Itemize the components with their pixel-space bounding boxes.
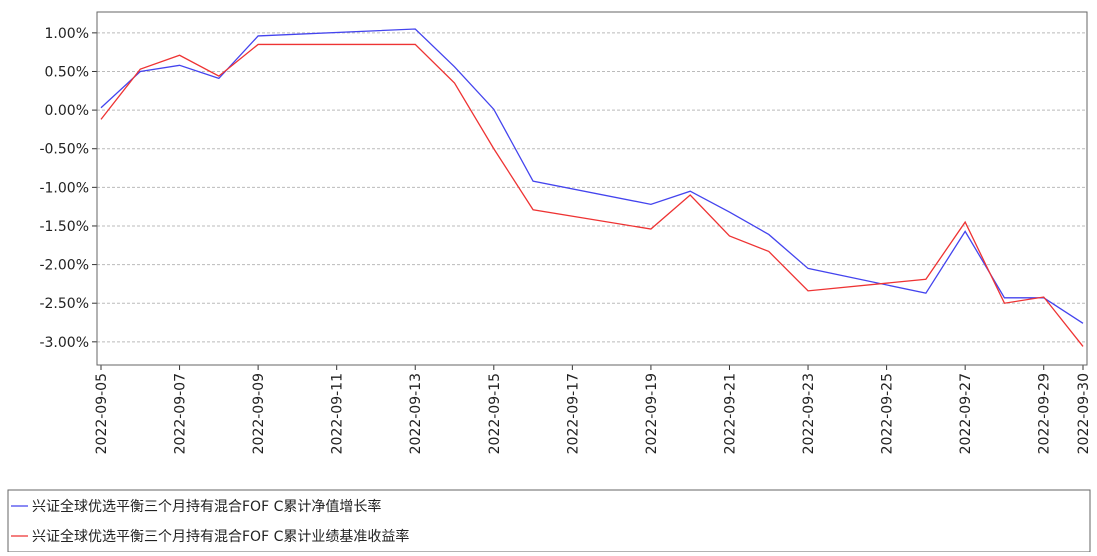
x-tick-label: 2022-09-19 [644, 373, 660, 454]
y-tick-label: -1.50% [39, 219, 89, 235]
x-tick-label: 2022-09-17 [565, 373, 581, 454]
x-tick-label: 2022-09-29 [1037, 373, 1053, 454]
x-tick-label: 2022-09-27 [958, 373, 974, 454]
legend-label: 兴证全球优选平衡三个月持有混合FOF C累计净值增长率 [32, 498, 381, 515]
x-tick-label: 2022-09-09 [251, 373, 267, 454]
x-tick-label: 2022-09-15 [487, 373, 503, 454]
y-tick-label: -2.00% [39, 258, 89, 274]
legend-label: 兴证全球优选平衡三个月持有混合FOF C累计业绩基准收益率 [32, 528, 409, 545]
x-tick-label: 2022-09-05 [94, 373, 110, 454]
x-tick-label: 2022-09-07 [173, 373, 189, 454]
x-tick-label: 2022-09-23 [801, 373, 817, 454]
y-tick-label: -3.00% [39, 335, 89, 351]
y-tick-label: 1.00% [45, 26, 89, 42]
series-line [100, 43, 1084, 347]
x-tick-label: 2022-09-21 [722, 373, 738, 454]
series-line [100, 28, 1084, 324]
x-tick-label: 2022-09-13 [408, 373, 424, 454]
y-tick-label: -1.00% [39, 180, 89, 196]
x-tick-label: 2022-09-11 [330, 373, 346, 454]
plot-frame [96, 11, 1088, 366]
x-tick-label: 2022-09-30 [1076, 373, 1092, 454]
y-tick-label: -0.50% [39, 142, 89, 158]
x-tick-label: 2022-09-25 [880, 373, 896, 454]
y-tick-label: -2.50% [39, 296, 89, 312]
y-tick-label: 0.50% [45, 64, 89, 80]
y-tick-label: 0.00% [45, 103, 89, 119]
